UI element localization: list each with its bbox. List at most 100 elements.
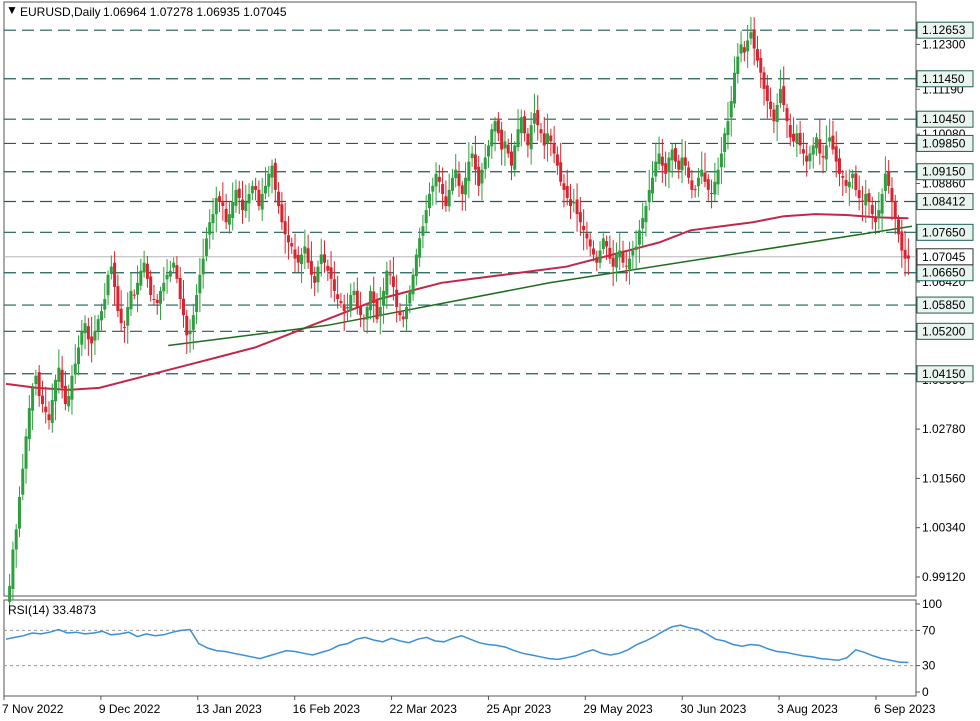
- candle-up: [532, 113, 536, 124]
- candle-down: [523, 116, 527, 134]
- candle-down: [772, 109, 776, 122]
- level-label-box: [916, 21, 974, 39]
- candle-down: [145, 263, 149, 279]
- candle-down: [542, 133, 546, 146]
- candle-up: [815, 137, 819, 149]
- candle-up: [641, 218, 645, 229]
- candle-down: [765, 85, 769, 101]
- candle-up: [103, 299, 107, 310]
- candle-up: [352, 290, 356, 296]
- candle-up: [654, 161, 658, 177]
- candle-up: [165, 274, 169, 280]
- candle-down: [329, 267, 333, 279]
- candle-down: [687, 167, 691, 178]
- candle-down: [611, 257, 615, 267]
- candle-down: [821, 156, 825, 158]
- level-label: 1.09850: [922, 136, 966, 150]
- chart-header-marker: ▼: [6, 3, 18, 17]
- candle-up: [24, 436, 28, 469]
- candle-up: [365, 307, 369, 320]
- rsi-label: RSI(14) 33.4873: [8, 603, 96, 617]
- candle-down: [342, 304, 346, 312]
- candle-up: [651, 177, 655, 194]
- candle-up: [828, 137, 832, 142]
- candle-up: [106, 274, 110, 296]
- candle-up: [519, 117, 523, 134]
- candle-down: [116, 286, 120, 312]
- candle-up: [736, 56, 740, 74]
- candle-up: [77, 347, 81, 365]
- candle-down: [893, 201, 897, 219]
- candle-down: [149, 276, 153, 295]
- candle-up: [637, 230, 641, 245]
- candle-up: [204, 238, 208, 256]
- level-label: 1.08412: [922, 195, 966, 209]
- candle-up: [487, 145, 491, 157]
- candle-down: [860, 200, 864, 203]
- ma-line: [5, 213, 909, 391]
- candle-up: [667, 157, 671, 173]
- candle-up: [50, 400, 54, 424]
- candle-up: [168, 270, 172, 277]
- rsi-tick-label: 100: [922, 597, 942, 611]
- level-label: 1.11450: [922, 72, 965, 86]
- candle-up: [467, 161, 471, 182]
- candle-down: [582, 225, 586, 231]
- candle-down: [40, 395, 44, 405]
- candle-down: [277, 191, 281, 207]
- candle-up: [57, 367, 61, 382]
- candle-up: [670, 149, 674, 161]
- candle-down: [555, 154, 559, 166]
- candle-down: [788, 125, 792, 138]
- candle-up: [198, 274, 202, 294]
- x-tick-label: 9 Dec 2022: [99, 702, 161, 716]
- candle-down: [742, 47, 746, 53]
- candle-down: [336, 294, 340, 299]
- candle-down: [44, 406, 48, 413]
- candle-down: [86, 326, 90, 340]
- candle-down: [500, 129, 504, 150]
- candle-down: [441, 184, 445, 194]
- candle-up: [598, 250, 602, 263]
- candle-up: [880, 193, 884, 214]
- candle-down: [506, 144, 510, 154]
- candle-up: [414, 254, 418, 277]
- candle-down: [552, 143, 556, 154]
- level-label-box: [916, 110, 974, 128]
- candle-down: [477, 166, 481, 186]
- level-label-box: [916, 365, 974, 383]
- candle-down: [903, 249, 907, 259]
- candle-up: [493, 121, 497, 132]
- rsi-tick-label: 30: [922, 659, 936, 673]
- candle-up: [631, 250, 635, 256]
- candle-down: [313, 276, 317, 283]
- candle-up: [303, 246, 307, 254]
- candle-up: [73, 363, 77, 375]
- candle-down: [762, 72, 766, 89]
- candle-down: [178, 277, 182, 299]
- candle-up: [270, 165, 274, 178]
- candle-down: [283, 221, 287, 235]
- candle-up: [847, 181, 851, 188]
- candle-up: [729, 101, 733, 118]
- level-label-box: [916, 223, 974, 241]
- candle-up: [14, 529, 18, 550]
- candle-up: [247, 193, 251, 204]
- candle-down: [818, 139, 822, 154]
- candle-up: [17, 497, 21, 529]
- candle-down: [323, 254, 327, 263]
- candle-up: [214, 197, 218, 215]
- level-label: 1.07650: [922, 225, 966, 239]
- candle-up: [464, 177, 468, 195]
- candle-down: [683, 157, 687, 166]
- candle-down: [237, 188, 241, 198]
- candle-down: [496, 120, 500, 134]
- level-label: 1.05850: [922, 298, 966, 312]
- candle-down: [457, 173, 461, 186]
- level-label: 1.12653: [922, 23, 966, 37]
- trendline: [168, 225, 913, 347]
- candle-up: [431, 185, 435, 192]
- candle-down: [887, 171, 891, 186]
- chart-ohlc: 1.06964 1.07278 1.06935 1.07045: [103, 5, 287, 19]
- candle-down: [113, 262, 117, 287]
